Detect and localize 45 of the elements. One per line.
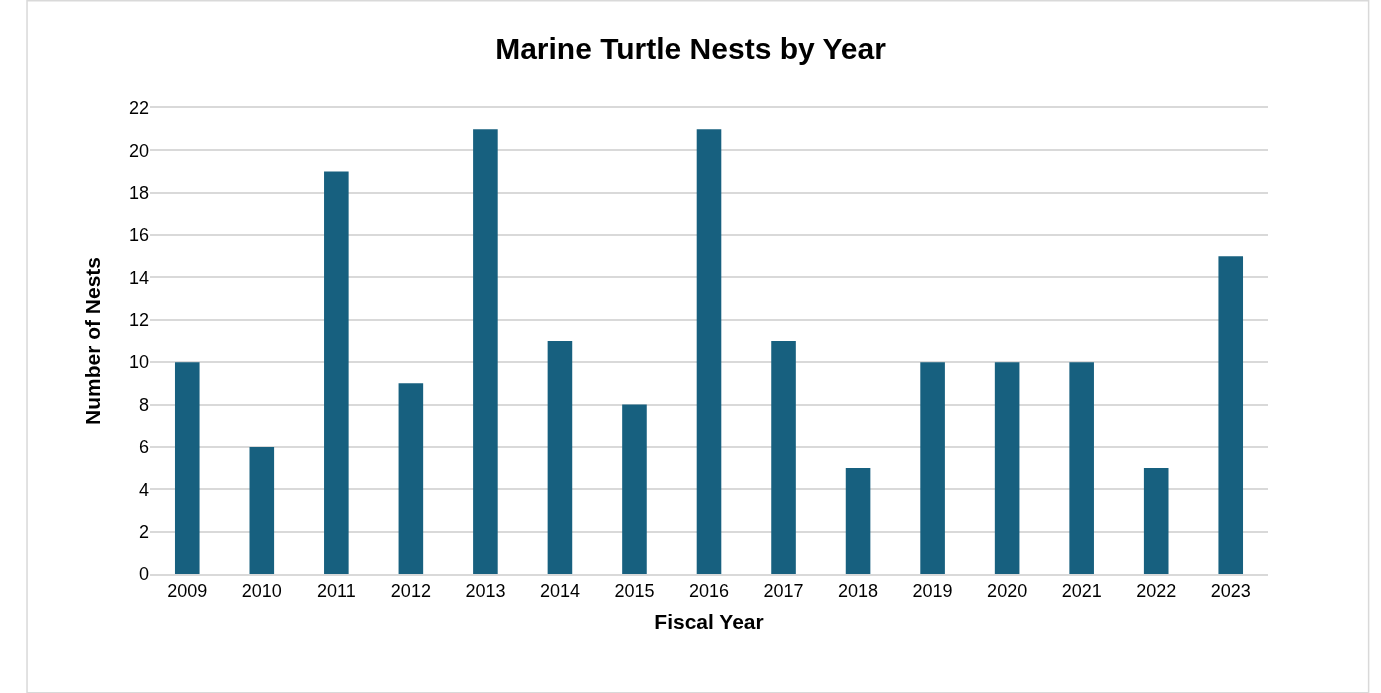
bar <box>1069 362 1094 574</box>
y-tick-label: 2 <box>138 521 149 542</box>
bar <box>994 362 1020 574</box>
bar <box>174 362 200 574</box>
x-tick-label: 2013 <box>465 581 506 602</box>
bar <box>547 341 573 574</box>
bar <box>398 383 424 574</box>
bar <box>1218 256 1244 574</box>
x-tick-label: 2016 <box>688 581 730 602</box>
y-tick-label: 8 <box>138 394 149 415</box>
y-tick-label: 12 <box>128 310 149 331</box>
y-tick-label: 18 <box>128 183 149 204</box>
bar <box>920 362 945 574</box>
bar <box>696 129 722 574</box>
bar <box>1143 468 1169 574</box>
bar <box>771 341 796 574</box>
x-tick-label: 2011 <box>316 581 356 602</box>
y-tick-label: 20 <box>128 140 149 161</box>
x-tick-label: 2023 <box>1210 581 1251 602</box>
y-tick-label: 10 <box>128 352 149 373</box>
bar <box>324 171 349 574</box>
chart-title: Marine Turtle Nests by Year <box>495 32 887 66</box>
x-tick-label: 2014 <box>539 581 580 602</box>
x-axis-title: Fiscal Year <box>654 610 764 634</box>
y-tick-label: 4 <box>138 479 149 500</box>
x-tick-label: 2009 <box>167 581 208 602</box>
x-tick-label: 2010 <box>241 581 282 602</box>
x-tick-label: 2015 <box>614 581 655 602</box>
x-tick-label: 2017 <box>763 581 804 602</box>
bar <box>845 468 871 574</box>
y-tick-label: 22 <box>128 98 149 119</box>
y-tick-label: 6 <box>138 437 149 458</box>
y-tick-label: 16 <box>128 225 149 246</box>
bar <box>249 446 275 574</box>
y-tick-label: 0 <box>138 564 149 585</box>
x-tick-label: 2018 <box>838 581 879 602</box>
x-tick-label: 2021 <box>1061 581 1102 602</box>
x-tick-label: 2019 <box>912 581 953 602</box>
x-tick-label: 2022 <box>1136 581 1177 602</box>
x-tick-label: 2012 <box>390 581 431 602</box>
y-tick-label: 14 <box>128 267 149 288</box>
bar <box>622 404 647 574</box>
x-tick-label: 2020 <box>987 581 1028 602</box>
y-axis-title: Number of Nests <box>81 256 105 426</box>
bar <box>473 129 498 574</box>
